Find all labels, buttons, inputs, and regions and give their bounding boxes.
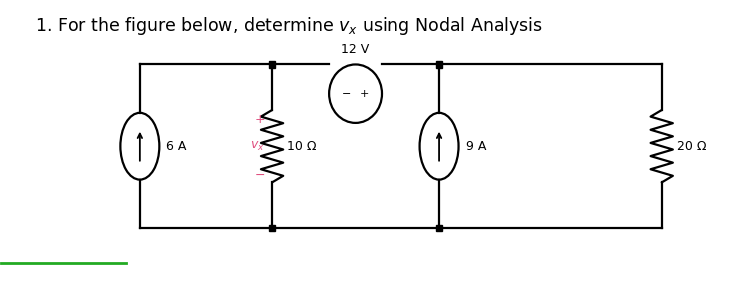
Bar	[269, 61, 275, 68]
Text: 10 Ω: 10 Ω	[288, 140, 317, 153]
Bar	[436, 61, 442, 68]
Bar	[436, 225, 442, 231]
Text: −: −	[342, 89, 351, 99]
Text: +: +	[254, 113, 265, 126]
Bar	[269, 225, 275, 231]
Text: −: −	[254, 169, 265, 182]
Text: 12 V: 12 V	[341, 43, 370, 56]
Text: 9 A: 9 A	[466, 140, 486, 153]
Text: $v_x$: $v_x$	[250, 140, 265, 153]
Text: 6 A: 6 A	[166, 140, 187, 153]
Text: 20 Ω: 20 Ω	[677, 140, 706, 153]
Text: 1. For the figure below, determine $v_x$ using Nodal Analysis: 1. For the figure below, determine $v_x$…	[35, 15, 543, 37]
Text: +: +	[360, 89, 370, 99]
